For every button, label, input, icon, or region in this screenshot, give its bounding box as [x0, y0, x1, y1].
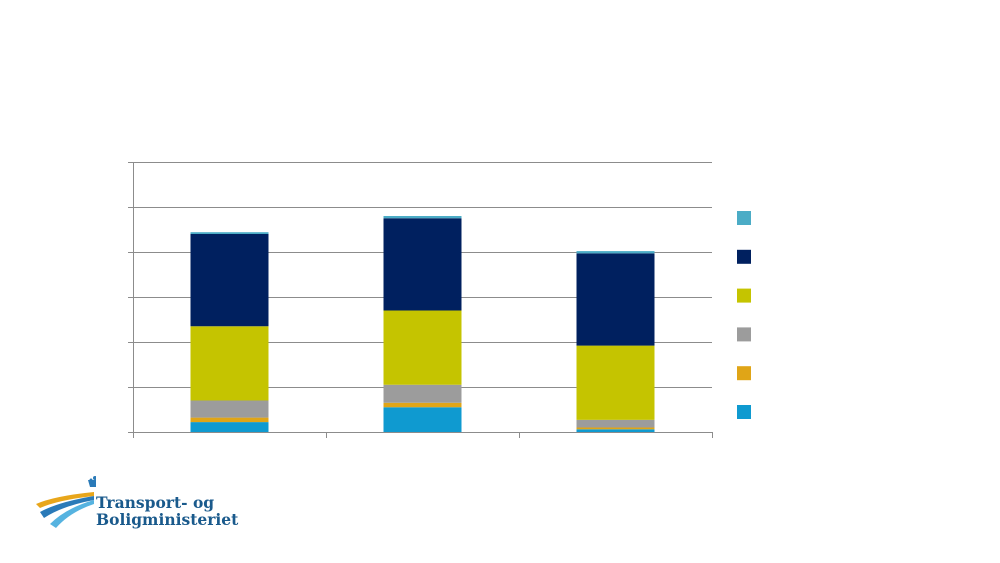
bar-segment [190, 326, 269, 401]
bar-segment [576, 345, 655, 420]
legend-swatch [737, 211, 751, 225]
logo-text: Transport- og Boligministeriet [96, 494, 238, 528]
crown-road-emblem-icon [36, 476, 102, 528]
bar-segment [190, 400, 269, 418]
axes [128, 162, 713, 438]
legend-swatch [737, 405, 751, 419]
bar-segment [576, 429, 655, 432]
legend-swatch [737, 366, 751, 381]
bar-segment [190, 417, 269, 423]
logo-line-1: Transport- og [96, 493, 215, 512]
bar-segment [576, 419, 655, 428]
legend-swatch [737, 327, 751, 342]
bar-segment [383, 310, 462, 385]
bar-segment [383, 384, 462, 403]
logo-line-2: Boligministeriet [96, 510, 239, 529]
bar-segment [383, 407, 462, 432]
bar-segment [383, 402, 462, 408]
legend-swatch [737, 288, 751, 303]
bar-segment [576, 427, 655, 430]
bar-segment [190, 232, 269, 234]
legend-swatch [737, 249, 751, 264]
legend [737, 211, 751, 419]
bar-segment [190, 422, 269, 432]
bar-segment [576, 251, 655, 254]
bar-segment [576, 253, 655, 346]
bar-segment [383, 218, 462, 311]
bar-segment [383, 216, 462, 219]
ministry-logo: Transport- og Boligministeriet [34, 472, 238, 536]
bar-segment [190, 234, 269, 327]
bar-stacks [190, 216, 655, 432]
